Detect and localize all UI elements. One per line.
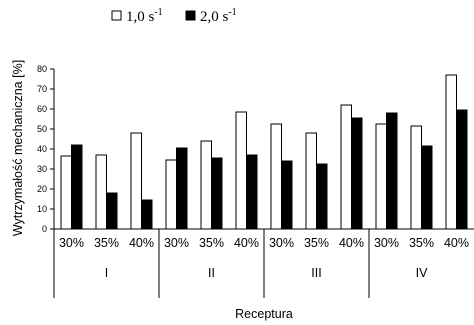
bar-series-2: [421, 145, 433, 230]
bar-series-1: [445, 74, 457, 230]
bar-series-2: [71, 144, 83, 230]
bar-series-1: [340, 104, 352, 230]
x-category-label: 35%: [199, 236, 224, 250]
x-category-label: 40%: [339, 236, 364, 250]
y-tick-label: 60: [37, 104, 47, 114]
legend: 1,0 s-1 2,0 s-1: [111, 7, 237, 25]
x-category-label: 40%: [444, 236, 469, 250]
legend-label-series-2: 2,0 s-1: [200, 7, 237, 25]
bar-series-1: [375, 123, 387, 230]
bar-series-2: [141, 199, 153, 230]
bar-series-1: [305, 132, 317, 230]
bar-series-1: [60, 155, 72, 230]
legend-swatch-series-1: [111, 10, 122, 21]
x-group-label: III: [311, 266, 321, 280]
x-category-label: 30%: [59, 236, 84, 250]
legend-label-series-1: 1,0 s-1: [126, 7, 163, 25]
bar-series-1: [165, 159, 177, 230]
y-tick-label: 40: [37, 144, 47, 154]
bar-series-1: [200, 140, 212, 230]
y-tick-label: 70: [37, 84, 47, 94]
bar-series-2: [456, 109, 468, 230]
x-category-label: 35%: [409, 236, 434, 250]
x-group-label: IV: [416, 266, 428, 280]
x-category-label: 35%: [94, 236, 119, 250]
bar-series-2: [316, 163, 328, 230]
x-group-label: I: [105, 266, 108, 280]
y-tick-label: 10: [37, 204, 47, 214]
bar-series-2: [246, 154, 258, 230]
bar-series-1: [130, 132, 142, 230]
bar-series-2: [351, 117, 363, 230]
y-axis-title: Wytrzymałość mechaniczna [%]: [11, 60, 25, 236]
y-tick-label: 20: [37, 184, 47, 194]
y-tick-label: 0: [42, 224, 47, 234]
x-category-label: 30%: [269, 236, 294, 250]
x-axis-title: Receptura: [235, 307, 293, 321]
x-category-label: 35%: [304, 236, 329, 250]
bar-series-1: [410, 125, 422, 230]
plot-area: 0 10 20 30 40 50 60 70 80 30% 35% 40% 30% 35% 40% 30% 35…: [37, 64, 474, 298]
x-category-label: 30%: [164, 236, 189, 250]
bar-series-2: [176, 147, 188, 230]
bar-series-1: [235, 111, 247, 230]
y-tick-label: 80: [37, 64, 47, 74]
x-category-label: 40%: [234, 236, 259, 250]
bar-series-2: [281, 160, 293, 230]
x-category-label: 40%: [129, 236, 154, 250]
bar-series-2: [106, 192, 118, 230]
bar-series-1: [270, 123, 282, 230]
y-tick-label: 50: [37, 124, 47, 134]
bar-series-2: [211, 157, 223, 230]
bar-series-2: [386, 112, 398, 230]
legend-swatch-series-2: [185, 10, 196, 21]
y-tick-label: 30: [37, 164, 47, 174]
x-category-label: 30%: [374, 236, 399, 250]
x-group-label: II: [208, 266, 215, 280]
bar-series-1: [95, 154, 107, 230]
